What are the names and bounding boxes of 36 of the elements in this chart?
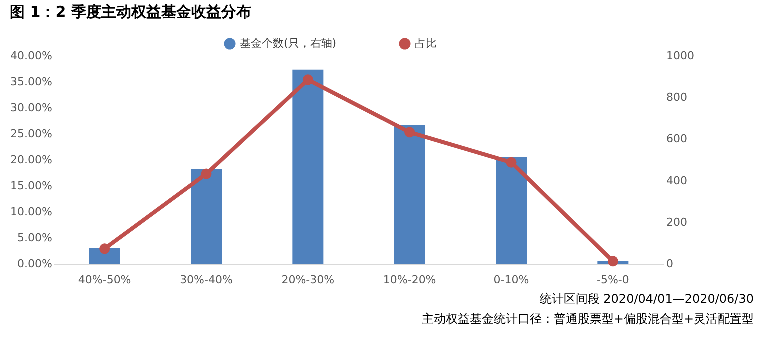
bar: [292, 70, 324, 264]
x-tick-label: 40%-50%: [78, 274, 132, 286]
text: 主动权益基金统计口径：普通股票型+偏股混合型+灵活配置型: [422, 312, 754, 326]
y-tick-label: 35.00%: [10, 76, 52, 88]
y-tick-label: 30.00%: [10, 102, 52, 114]
y2-tick-label: 600: [666, 132, 688, 146]
bar: [394, 125, 426, 264]
point: [404, 127, 416, 138]
x-tick-label: 0-10%: [494, 274, 530, 286]
point: [608, 256, 618, 267]
x-tick-label: -5%-0: [596, 274, 630, 286]
y-tick-label: 25.00%: [10, 128, 52, 140]
point: [302, 74, 314, 86]
y2-tick-label: 200: [666, 216, 688, 229]
text: 统计区间段 2020/04/01—2020/06/30: [540, 292, 754, 306]
y2-tick-label: 800: [666, 91, 688, 104]
bar: [496, 157, 527, 264]
legend-label: 占比: [415, 37, 437, 50]
y2-tick-label: 0: [666, 258, 674, 270]
y2-tick-label: 400: [666, 174, 688, 188]
y-tick-label: 5.00%: [18, 232, 52, 244]
y-tick-label: 10.00%: [10, 206, 52, 218]
y-tick-label: 40.00%: [10, 50, 52, 62]
y-tick-label: 15.00%: [10, 180, 52, 192]
legend-label: 基金个数(只，右轴): [240, 37, 337, 50]
x-tick-label: 30%-40%: [180, 274, 233, 286]
x-tick-label: 20%-30%: [282, 274, 335, 286]
bar: [191, 168, 222, 264]
y2-tick-label: 1000: [666, 50, 694, 62]
y-tick-label: 0.00%: [18, 258, 52, 270]
point: [506, 157, 517, 168]
point: [100, 244, 110, 254]
point: [201, 168, 212, 180]
chart-title: 图 1：2 季度主动权益基金收益分布: [10, 3, 252, 21]
x-tick-label: 10%-20%: [383, 274, 436, 286]
y-tick-label: 20.00%: [10, 154, 52, 166]
